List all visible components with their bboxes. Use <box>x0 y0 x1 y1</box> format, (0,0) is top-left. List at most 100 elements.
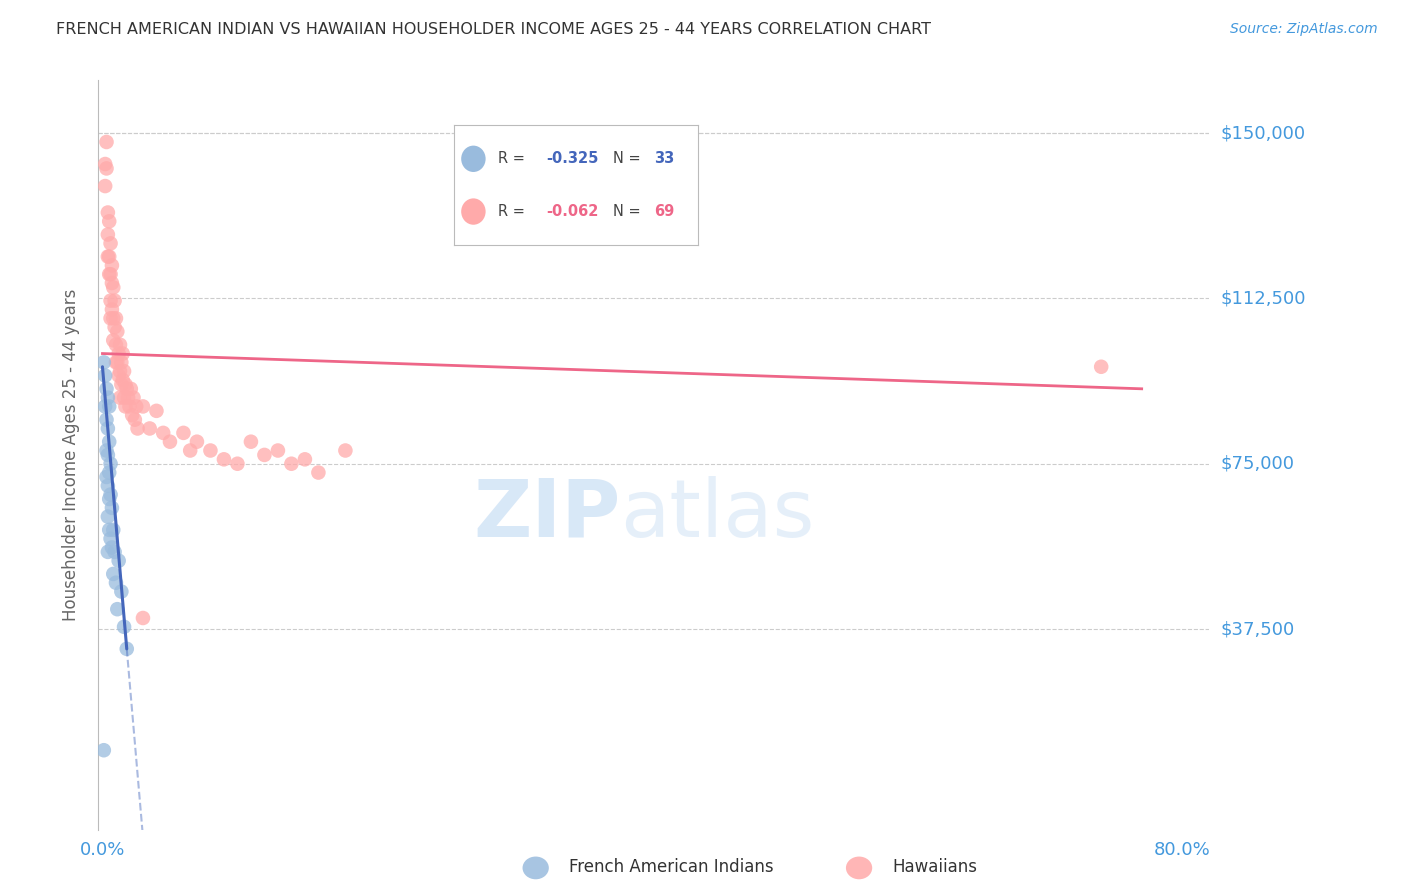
Point <box>226 457 249 471</box>
Point <box>100 293 122 308</box>
Point <box>108 391 131 405</box>
Text: ZIP: ZIP <box>474 475 620 554</box>
Point <box>97 227 120 242</box>
Point <box>307 466 329 480</box>
Point <box>94 400 117 414</box>
Point <box>114 400 136 414</box>
Point <box>100 532 122 546</box>
Point <box>103 311 125 326</box>
Point <box>100 311 122 326</box>
Point <box>104 355 127 369</box>
Point <box>101 302 124 317</box>
Ellipse shape <box>523 856 548 880</box>
Point <box>100 457 122 471</box>
Point <box>98 491 121 506</box>
Point <box>103 280 125 294</box>
Point <box>124 412 146 426</box>
Point <box>132 611 155 625</box>
Point <box>98 466 121 480</box>
Point <box>103 523 125 537</box>
Point <box>110 377 132 392</box>
Point <box>101 541 124 555</box>
Point <box>97 479 120 493</box>
Point <box>121 409 143 423</box>
Point <box>120 382 142 396</box>
Point <box>111 373 134 387</box>
Point <box>96 470 118 484</box>
Point <box>239 434 262 449</box>
Point <box>96 135 118 149</box>
Point <box>111 346 134 360</box>
Point <box>212 452 235 467</box>
Point <box>101 259 124 273</box>
Point <box>186 434 208 449</box>
Point <box>115 641 138 656</box>
Point <box>103 566 125 581</box>
Point <box>1090 359 1112 374</box>
Point <box>108 337 131 351</box>
Point <box>104 320 127 334</box>
Point <box>107 346 129 360</box>
Point <box>104 337 127 351</box>
Point <box>294 452 316 467</box>
Point <box>152 425 174 440</box>
Point <box>100 487 122 501</box>
Point <box>97 391 120 405</box>
Point <box>112 391 135 405</box>
Point <box>93 743 115 757</box>
Point <box>179 443 201 458</box>
Point <box>97 509 120 524</box>
Text: atlas: atlas <box>620 475 815 554</box>
Point <box>97 545 120 559</box>
Point <box>100 236 122 251</box>
Point <box>110 584 132 599</box>
Point <box>104 545 127 559</box>
Point <box>122 391 145 405</box>
Point <box>97 250 120 264</box>
Point <box>94 368 117 383</box>
Point <box>112 364 135 378</box>
Point <box>96 443 118 458</box>
Point <box>104 293 127 308</box>
Point <box>200 443 222 458</box>
Point <box>101 500 124 515</box>
Point <box>118 400 141 414</box>
Point <box>112 620 135 634</box>
Point <box>105 602 128 616</box>
Text: FRENCH AMERICAN INDIAN VS HAWAIIAN HOUSEHOLDER INCOME AGES 25 - 44 YEARS CORRELA: FRENCH AMERICAN INDIAN VS HAWAIIAN HOUSE… <box>56 22 931 37</box>
Point <box>253 448 276 462</box>
Point <box>96 161 118 176</box>
Point <box>267 443 290 458</box>
Text: $150,000: $150,000 <box>1220 124 1305 142</box>
Point <box>98 214 121 228</box>
Point <box>159 434 181 449</box>
Point <box>101 276 124 290</box>
Point <box>93 355 115 369</box>
Point <box>98 434 121 449</box>
Text: Hawaiians: Hawaiians <box>893 858 977 876</box>
Point <box>98 523 121 537</box>
Point <box>108 364 131 378</box>
Point <box>97 448 120 462</box>
Point <box>145 404 167 418</box>
Text: Source: ZipAtlas.com: Source: ZipAtlas.com <box>1230 22 1378 37</box>
Point <box>127 421 149 435</box>
Point <box>94 179 117 194</box>
Point <box>138 421 160 435</box>
Point <box>104 575 127 590</box>
Point <box>94 157 117 171</box>
Point <box>96 412 118 426</box>
Point <box>97 421 120 435</box>
Point <box>125 400 148 414</box>
Point <box>115 382 138 396</box>
Point <box>107 368 129 383</box>
Point <box>105 355 128 369</box>
Point <box>117 391 139 405</box>
Text: French American Indians: French American Indians <box>569 858 775 876</box>
Point <box>105 325 128 339</box>
Text: $75,000: $75,000 <box>1220 455 1295 473</box>
Y-axis label: Householder Income Ages 25 - 44 years: Householder Income Ages 25 - 44 years <box>62 289 80 621</box>
Point <box>280 457 302 471</box>
Point <box>98 267 121 281</box>
Point <box>98 400 121 414</box>
